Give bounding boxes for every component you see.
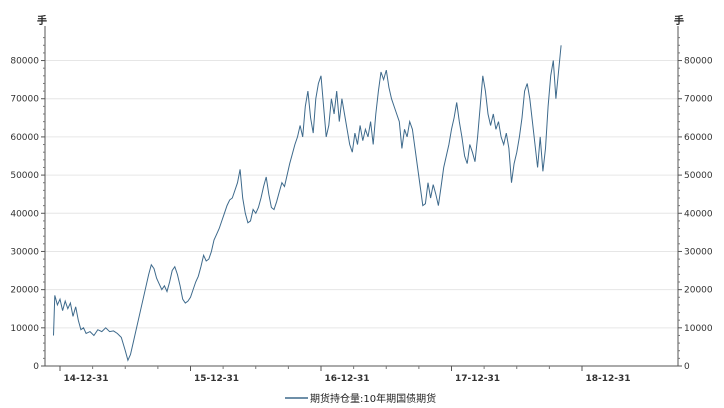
x-tick-label: 16-12-31 [324, 374, 369, 384]
y-tick-label-right: 70000 [684, 95, 713, 105]
x-tick-label: 17-12-31 [455, 374, 500, 384]
axes [44, 26, 679, 367]
y-tick-label-right: 10000 [684, 324, 713, 334]
y-tick-label-right: 60000 [684, 133, 713, 143]
y-axis-ticks: 0 0 10000 10000 20000 20000 30000 30000 40000 400… [10, 37, 713, 372]
legend[interactable]: 期货持仓量:10年期国债期货 [285, 392, 436, 405]
y-tick-label-right: 20000 [684, 286, 713, 296]
y-tick-label-left: 20000 [10, 286, 39, 296]
y-tick-label-right: 30000 [684, 247, 713, 257]
series-line-open-interest [53, 45, 562, 362]
y-tick-label-right: 80000 [684, 57, 713, 67]
y-tick-label-left: 10000 [10, 324, 39, 334]
x-axis-ticks: 14-12-31 15-12-31 16-12-31 17-12-31 18-12-31 [59, 366, 631, 384]
y-tick-label-left: 40000 [10, 209, 39, 219]
y-tick-label-left: 70000 [10, 95, 39, 105]
legend-label: 期货持仓量:10年期国债期货 [310, 392, 436, 405]
y-tick-label-right: 0 [684, 362, 690, 372]
y-tick-label-right: 50000 [684, 171, 713, 181]
y-tick-label-right: 40000 [684, 209, 713, 219]
gridlines [45, 60, 678, 329]
y-tick-label-left: 80000 [10, 57, 39, 67]
x-tick-label: 14-12-31 [63, 374, 108, 384]
x-tick-label: 18-12-31 [585, 374, 630, 384]
y-tick-label-left: 0 [33, 362, 39, 372]
right-axis-unit: 手 [674, 14, 684, 27]
y-tick-label-left: 50000 [10, 171, 39, 181]
x-tick-label: 15-12-31 [194, 374, 239, 384]
y-tick-label-left: 30000 [10, 247, 39, 257]
y-tick-label-left: 60000 [10, 133, 39, 143]
left-axis-unit: 手 [37, 14, 47, 27]
